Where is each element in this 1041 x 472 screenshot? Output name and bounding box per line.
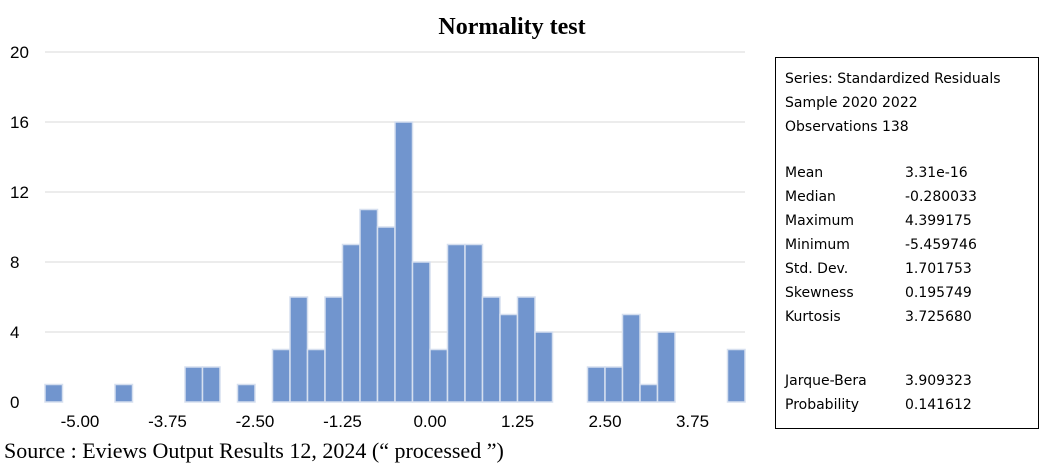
bar-layer (44, 121, 746, 403)
stats-value-mean: 3.31e-16 (905, 165, 968, 181)
histogram-bar (534, 331, 554, 403)
stats-label-jarque-bera: Jarque-Bera (785, 373, 867, 389)
histogram-bar (586, 366, 606, 403)
stats-label-minimum: Minimum (785, 237, 850, 253)
histogram-bar (271, 348, 291, 403)
y-tick-label: 8 (10, 253, 19, 272)
histogram-bar (411, 261, 431, 403)
x-tick-label: -5.00 (61, 412, 100, 431)
histogram-bar (306, 348, 326, 403)
stats-value-median: -0.280033 (905, 189, 977, 205)
stats-sample: Sample 2020 2022 (785, 95, 918, 111)
histogram-bar (656, 331, 676, 403)
stats-label-mean: Mean (785, 165, 824, 181)
stats-value-probability: 0.141612 (905, 397, 972, 413)
stats-label-maximum: Maximum (785, 213, 854, 229)
histogram-bar (359, 208, 379, 403)
stats-label-median: Median (785, 189, 836, 205)
histogram-bar (499, 313, 519, 403)
histogram-bar (394, 121, 414, 403)
stats-label-std-dev: Std. Dev. (785, 261, 849, 277)
source-note: Source : Eviews Output Results 12, 2024 … (4, 438, 504, 463)
stats-value-jarque-bera: 3.909323 (905, 373, 972, 389)
histogram-bar (201, 366, 221, 403)
stats-series-name: Series: Standardized Residuals (785, 71, 1001, 87)
chart-title: Normality test (438, 14, 585, 40)
histogram-bar (446, 243, 466, 403)
stats-label-skewness: Skewness (785, 285, 854, 301)
histogram-bar (726, 348, 746, 403)
y-tick-label: 16 (10, 113, 29, 132)
histogram-bar (114, 383, 134, 403)
x-tick-label: -1.25 (323, 412, 362, 431)
stats-observations: Observations 138 (785, 119, 909, 135)
histogram-bar (464, 243, 484, 403)
stats-value-kurtosis: 3.725680 (905, 309, 972, 325)
histogram-bar (289, 296, 309, 403)
histogram-bar (639, 383, 659, 403)
y-tick-label: 4 (10, 323, 19, 342)
stats-value-skewness: 0.195749 (905, 285, 972, 301)
x-axis-ticks: -5.00 -3.75 -2.50 -1.25 0.00 1.25 2.50 3.75 (61, 412, 709, 431)
histogram-bar (481, 296, 501, 403)
histogram-bar (621, 313, 641, 403)
stats-label-kurtosis: Kurtosis (785, 309, 841, 325)
histogram-bar (44, 383, 64, 403)
stats-label-probability: Probability (785, 397, 860, 413)
statistics-panel: Series: Standardized Residuals Sample 20… (775, 57, 1039, 429)
histogram-bar (341, 243, 361, 403)
x-tick-label: 0.00 (413, 412, 446, 431)
histogram-bar (376, 226, 396, 403)
x-tick-label: -3.75 (148, 412, 187, 431)
stats-value-std-dev: 1.701753 (905, 261, 972, 277)
y-tick-label: 12 (10, 183, 29, 202)
x-tick-label: 2.50 (588, 412, 621, 431)
y-axis-ticks: 0 4 8 12 16 20 (10, 43, 29, 412)
x-tick-label: 3.75 (676, 412, 709, 431)
x-tick-label: 1.25 (501, 412, 534, 431)
stats-value-minimum: -5.459746 (905, 237, 977, 253)
y-tick-label: 20 (10, 43, 29, 62)
y-tick-label: 0 (10, 393, 19, 412)
histogram-bar (324, 296, 344, 403)
stats-value-maximum: 4.399175 (905, 213, 972, 229)
histogram-bar (184, 366, 204, 403)
histogram-bar (236, 383, 256, 403)
histogram-bar (516, 296, 536, 403)
x-tick-label: -2.50 (236, 412, 275, 431)
histogram-bar (429, 348, 449, 403)
histogram-bar (604, 366, 624, 403)
